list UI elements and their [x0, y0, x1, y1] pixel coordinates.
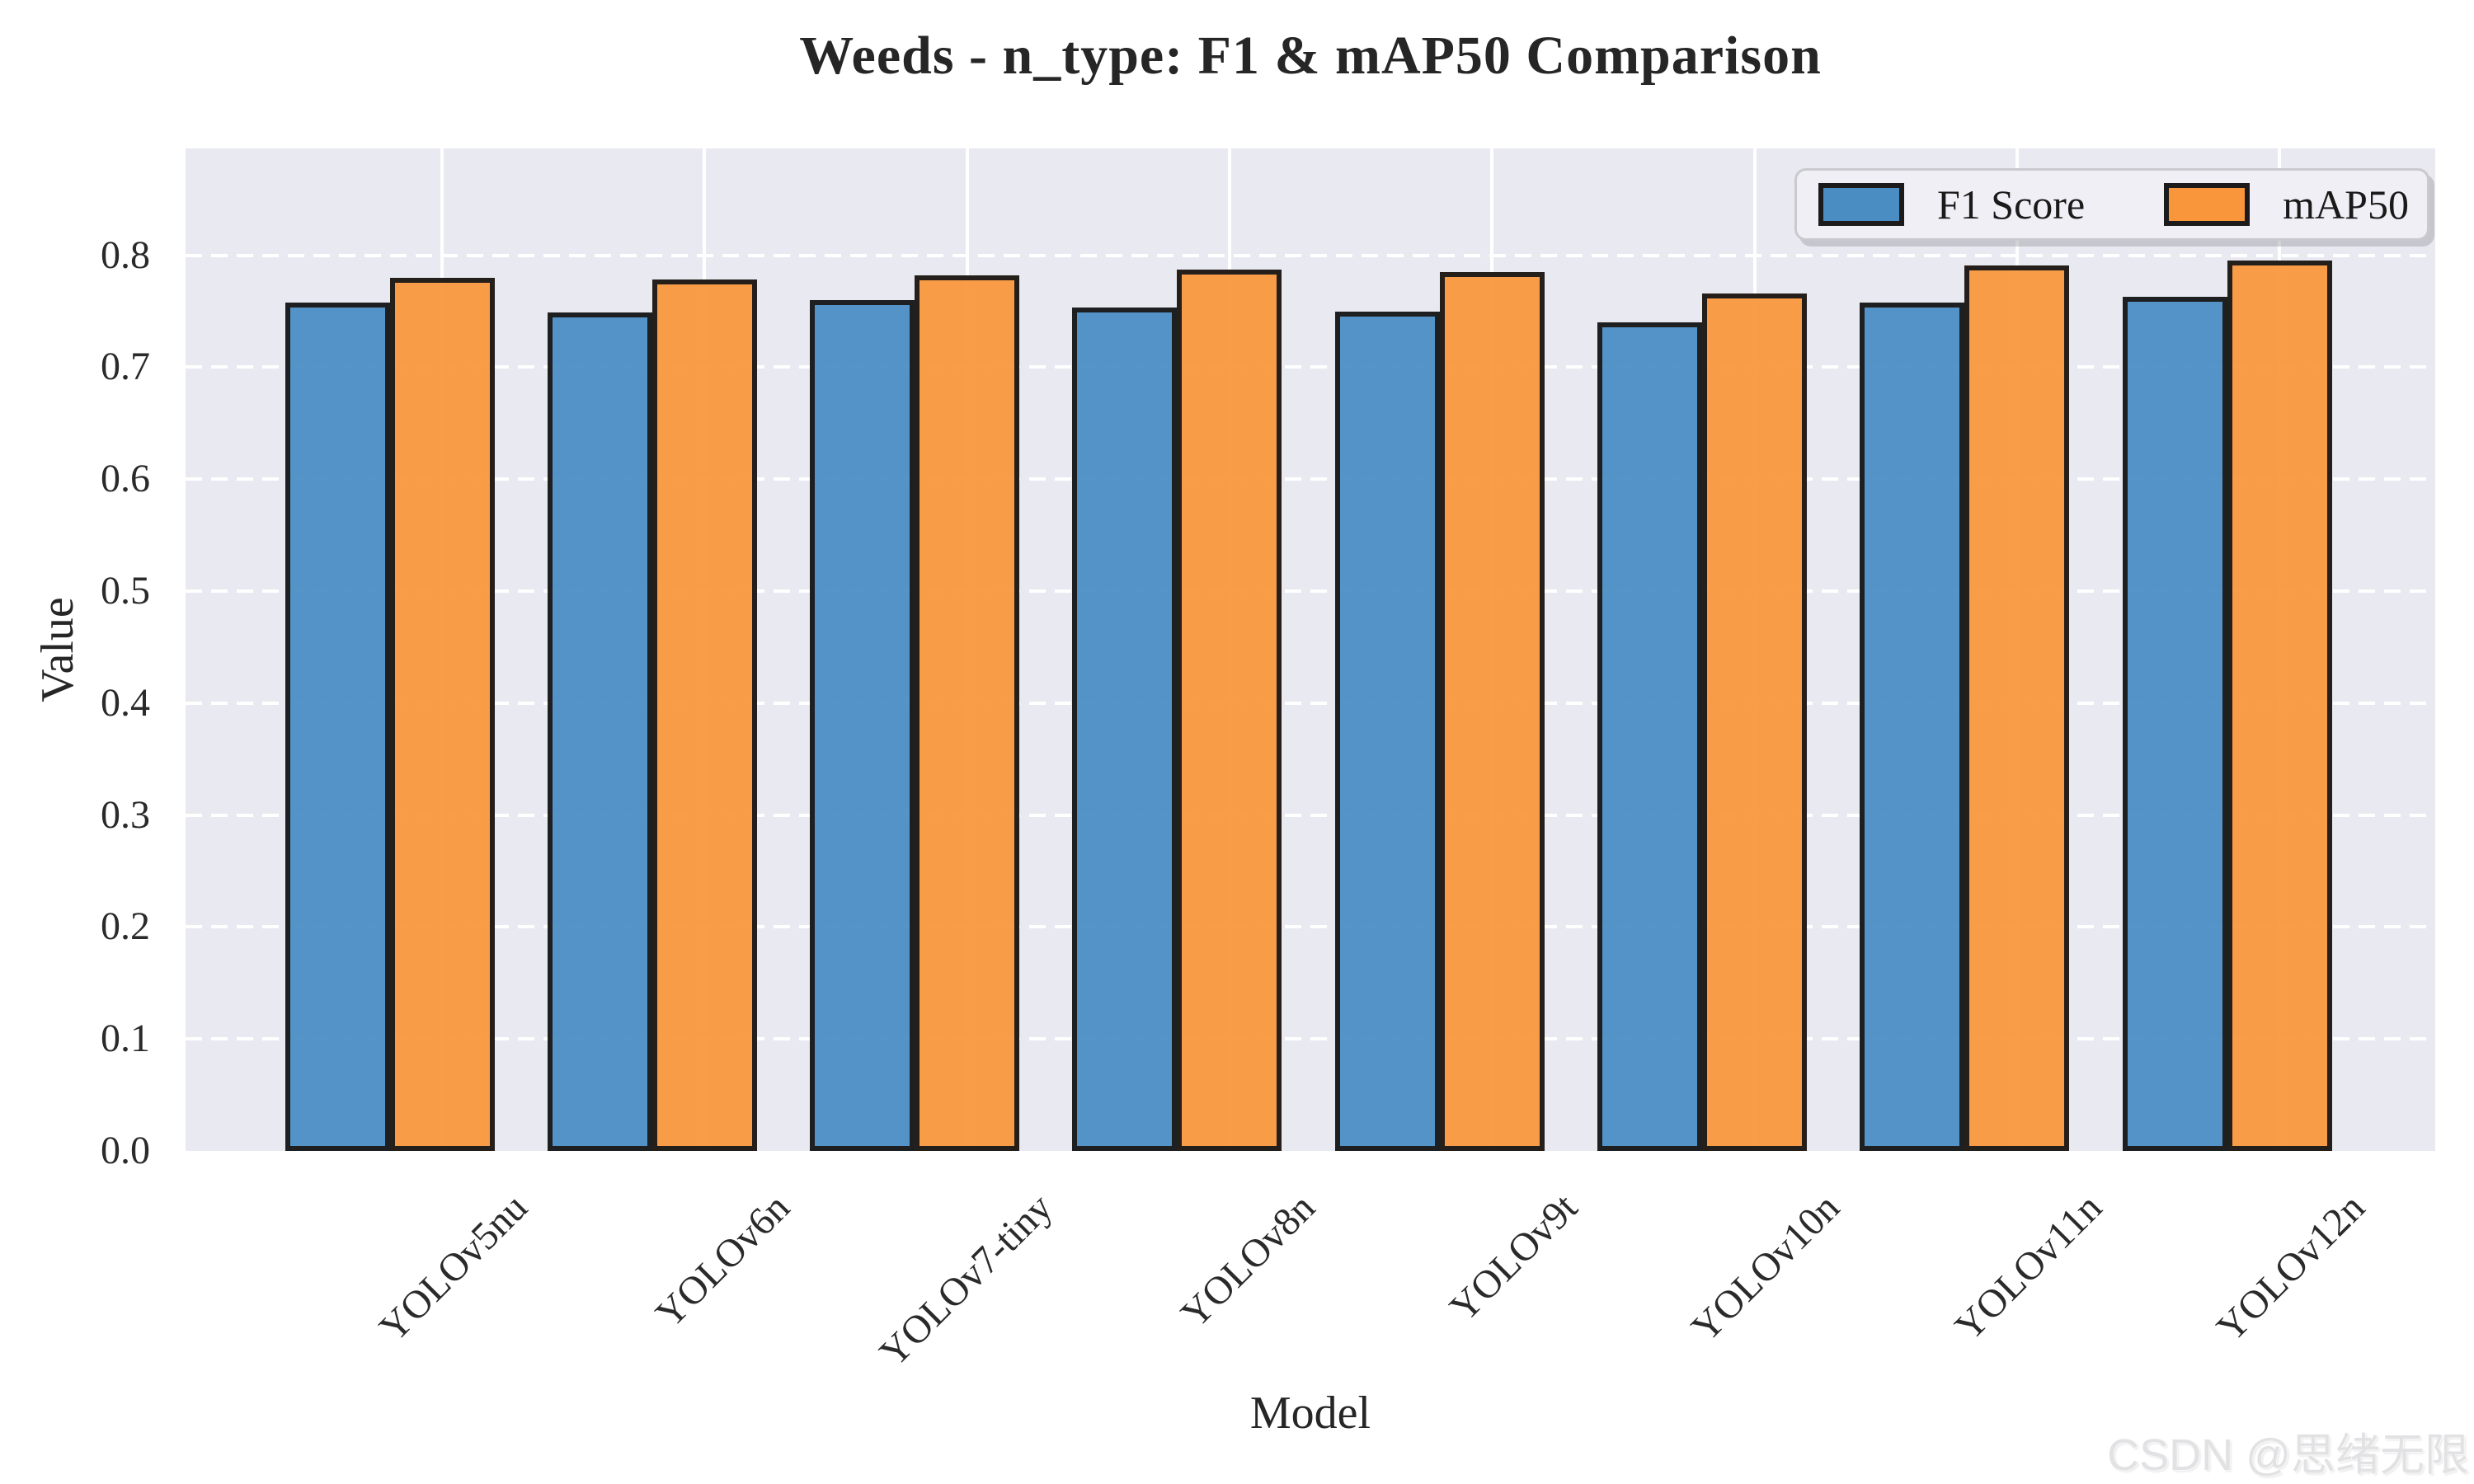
- h-gridline: [186, 1037, 2435, 1041]
- h-gridline: [186, 589, 2435, 593]
- watermark: CSDN @思绪无限: [2107, 1430, 2469, 1480]
- x-tick-label: YOLOv8n: [1172, 1185, 1324, 1336]
- y-tick-label: 0.1: [101, 1017, 150, 1061]
- y-tick-label: 0.2: [101, 904, 150, 949]
- bar-f1-score-yolov5nu: [285, 302, 390, 1151]
- y-tick-label: 0.7: [101, 345, 150, 389]
- x-axis-label: Model: [1249, 1388, 1371, 1439]
- bar-f1-score-yolov9t: [1334, 311, 1440, 1151]
- bar-f1-score-yolov7-tiny: [810, 299, 915, 1151]
- bar-map50-yolov7-tiny: [915, 275, 1020, 1151]
- legend-label-map50: mAP50: [2283, 181, 2409, 228]
- bar-f1-score-yolov11n: [1860, 302, 1965, 1151]
- x-tick-label: YOLOv10n: [1683, 1185, 1848, 1350]
- y-tick-label: 0.6: [101, 457, 150, 501]
- legend-swatch-map50: [2164, 183, 2251, 226]
- chart-title: Weeds - n_type: F1 & mAP50 Comparison: [799, 26, 1822, 86]
- bar-map50-yolov9t: [1439, 271, 1545, 1151]
- y-tick-label: 0.3: [101, 792, 150, 837]
- bar-f1-score-yolov6n: [547, 312, 652, 1151]
- bar-map50-yolov12n: [2227, 261, 2332, 1151]
- bar-f1-score-yolov12n: [2122, 296, 2227, 1151]
- bar-f1-score-yolov10n: [1597, 322, 1702, 1151]
- x-tick-label: YOLOv11n: [1946, 1185, 2111, 1350]
- bar-f1-score-yolov8n: [1072, 308, 1178, 1151]
- h-gridline: [186, 925, 2435, 929]
- x-tick-label: YOLOv6n: [647, 1185, 798, 1336]
- h-gridline: [186, 365, 2435, 369]
- h-gridline: [186, 813, 2435, 817]
- bar-map50-yolov11n: [1964, 265, 2070, 1151]
- legend-item-map50: mAP50: [2164, 181, 2409, 228]
- x-tick-label: YOLOv9t: [1441, 1185, 1586, 1331]
- bar-map50-yolov10n: [1702, 293, 1807, 1151]
- x-tick-label: YOLOv5nu: [370, 1185, 536, 1350]
- h-gridline: [186, 253, 2435, 257]
- y-tick-label: 0.4: [101, 680, 150, 725]
- y-tick-label: 0.0: [101, 1129, 150, 1172]
- x-tick-label: YOLOv7-tiny: [871, 1185, 1061, 1375]
- legend-label-f1-score: F1 Score: [1937, 181, 2086, 228]
- y-tick-label: 0.5: [101, 569, 150, 613]
- bar-map50-yolov8n: [1177, 270, 1282, 1151]
- legend: F1 Score mAP50: [1794, 168, 2429, 241]
- bar-map50-yolov5nu: [389, 277, 495, 1151]
- legend-item-f1-score: F1 Score: [1818, 181, 2085, 228]
- y-tick-label: 0.8: [101, 232, 150, 277]
- bar-map50-yolov6n: [651, 279, 757, 1151]
- x-tick-label: YOLOv12n: [2208, 1185, 2373, 1350]
- plot-area: [186, 148, 2435, 1151]
- legend-swatch-f1-score: [1818, 183, 1904, 226]
- h-gridline: [186, 477, 2435, 481]
- h-gridline: [186, 701, 2435, 705]
